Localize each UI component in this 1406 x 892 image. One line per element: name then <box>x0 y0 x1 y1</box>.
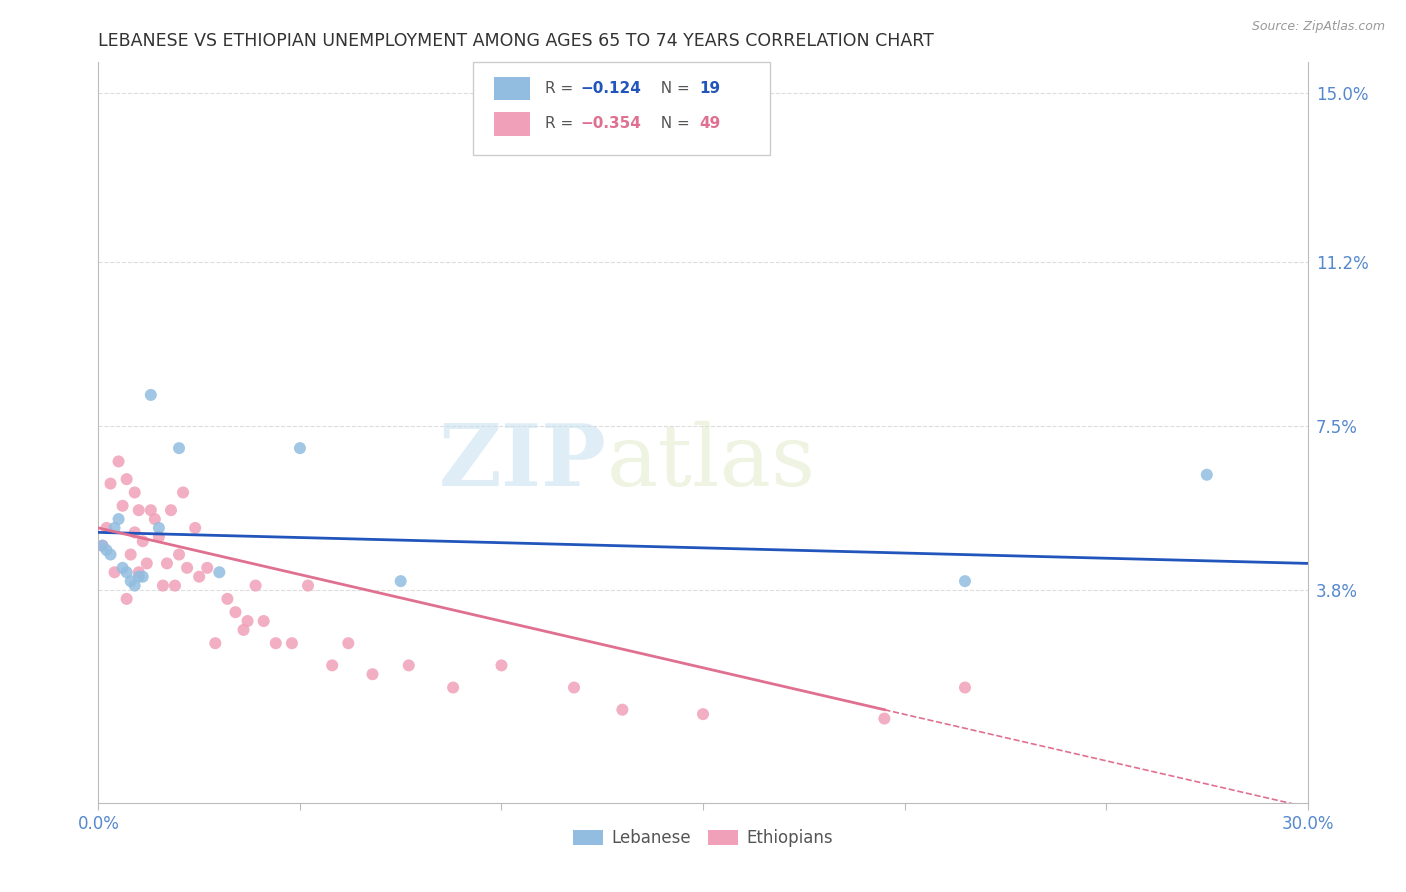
Text: atlas: atlas <box>606 421 815 504</box>
Point <box>103 521 125 535</box>
Point <box>132 534 155 549</box>
Point <box>389 574 412 588</box>
Point <box>184 521 207 535</box>
Point <box>264 636 287 650</box>
Text: Source: ZipAtlas.com: Source: ZipAtlas.com <box>1251 20 1385 33</box>
Point <box>236 614 259 628</box>
FancyBboxPatch shape <box>494 112 530 136</box>
Text: N =: N = <box>651 81 695 95</box>
Point <box>124 578 146 592</box>
Point <box>143 512 166 526</box>
Point <box>160 503 183 517</box>
Point <box>167 548 190 562</box>
Point <box>111 499 134 513</box>
Text: ZIP: ZIP <box>439 420 606 504</box>
Point <box>562 681 585 695</box>
Point <box>491 658 513 673</box>
Point <box>281 636 304 650</box>
Point <box>176 561 198 575</box>
Point <box>120 548 142 562</box>
Point <box>152 578 174 592</box>
Point <box>96 521 118 535</box>
Point <box>107 454 129 468</box>
Point <box>96 543 118 558</box>
Point <box>321 658 343 673</box>
Point <box>873 712 896 726</box>
Point <box>132 570 155 584</box>
Point <box>195 561 218 575</box>
FancyBboxPatch shape <box>474 62 769 155</box>
Point <box>100 476 122 491</box>
Text: 19: 19 <box>699 81 720 95</box>
Point <box>172 485 194 500</box>
Point <box>398 658 420 673</box>
Text: N =: N = <box>651 116 695 131</box>
Point <box>148 521 170 535</box>
Point <box>156 557 179 571</box>
Point <box>224 605 246 619</box>
Point <box>953 681 976 695</box>
Point <box>128 503 150 517</box>
Point <box>128 570 150 584</box>
Point <box>288 441 311 455</box>
Point <box>124 525 146 540</box>
Point <box>167 441 190 455</box>
Point <box>245 578 267 592</box>
Point <box>1195 467 1218 482</box>
Point <box>612 703 634 717</box>
Point <box>100 548 122 562</box>
Text: R =: R = <box>544 116 578 131</box>
Point <box>217 591 239 606</box>
FancyBboxPatch shape <box>494 77 530 100</box>
Text: R =: R = <box>544 81 578 95</box>
Point <box>139 388 162 402</box>
Point <box>692 707 714 722</box>
Point <box>135 557 157 571</box>
Point <box>115 472 138 486</box>
Point <box>103 566 125 580</box>
Text: LEBANESE VS ETHIOPIAN UNEMPLOYMENT AMONG AGES 65 TO 74 YEARS CORRELATION CHART: LEBANESE VS ETHIOPIAN UNEMPLOYMENT AMONG… <box>98 32 935 50</box>
Point <box>953 574 976 588</box>
Point <box>337 636 360 650</box>
Point <box>253 614 276 628</box>
Point <box>297 578 319 592</box>
Text: 49: 49 <box>699 116 721 131</box>
Point <box>361 667 384 681</box>
Text: −0.354: −0.354 <box>581 116 641 131</box>
Point <box>111 561 134 575</box>
Legend: Lebanese, Ethiopians: Lebanese, Ethiopians <box>567 822 839 854</box>
Point <box>204 636 226 650</box>
Point <box>115 591 138 606</box>
Point <box>208 566 231 580</box>
Text: −0.124: −0.124 <box>581 81 641 95</box>
Point <box>163 578 186 592</box>
Point <box>91 539 114 553</box>
Point <box>139 503 162 517</box>
Point <box>91 539 114 553</box>
Point <box>148 530 170 544</box>
Point <box>107 512 129 526</box>
Point <box>188 570 211 584</box>
Point <box>120 574 142 588</box>
Point <box>115 566 138 580</box>
Point <box>128 566 150 580</box>
Point <box>232 623 254 637</box>
Point <box>124 485 146 500</box>
Point <box>441 681 464 695</box>
